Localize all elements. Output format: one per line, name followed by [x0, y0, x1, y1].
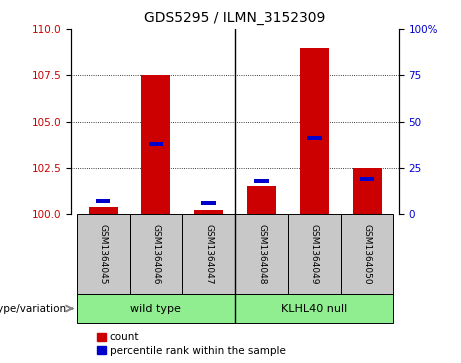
Bar: [77, 294, 235, 323]
Bar: [360, 177, 374, 181]
Bar: [247, 187, 276, 214]
Bar: [288, 214, 341, 294]
Legend: count, percentile rank within the sample: count, percentile rank within the sample: [93, 328, 290, 360]
Text: GSM1364048: GSM1364048: [257, 224, 266, 284]
Text: GSM1364046: GSM1364046: [151, 224, 160, 284]
Bar: [130, 214, 182, 294]
Title: GDS5295 / ILMN_3152309: GDS5295 / ILMN_3152309: [144, 11, 326, 25]
Bar: [254, 179, 269, 183]
Text: KLHL40 null: KLHL40 null: [281, 303, 348, 314]
Bar: [148, 142, 163, 146]
Bar: [77, 214, 130, 294]
Bar: [142, 76, 171, 214]
Bar: [182, 214, 235, 294]
Bar: [201, 201, 216, 205]
Text: GSM1364045: GSM1364045: [99, 224, 107, 284]
Bar: [341, 214, 394, 294]
Bar: [300, 48, 329, 214]
Bar: [89, 207, 118, 214]
Bar: [96, 199, 110, 203]
Text: GSM1364050: GSM1364050: [363, 224, 372, 285]
Text: wild type: wild type: [130, 303, 181, 314]
Bar: [235, 214, 288, 294]
Bar: [194, 211, 223, 214]
Bar: [353, 168, 382, 214]
Bar: [307, 136, 322, 140]
Text: GSM1364049: GSM1364049: [310, 224, 319, 284]
Text: genotype/variation: genotype/variation: [0, 303, 67, 314]
Text: GSM1364047: GSM1364047: [204, 224, 213, 284]
Bar: [235, 294, 394, 323]
